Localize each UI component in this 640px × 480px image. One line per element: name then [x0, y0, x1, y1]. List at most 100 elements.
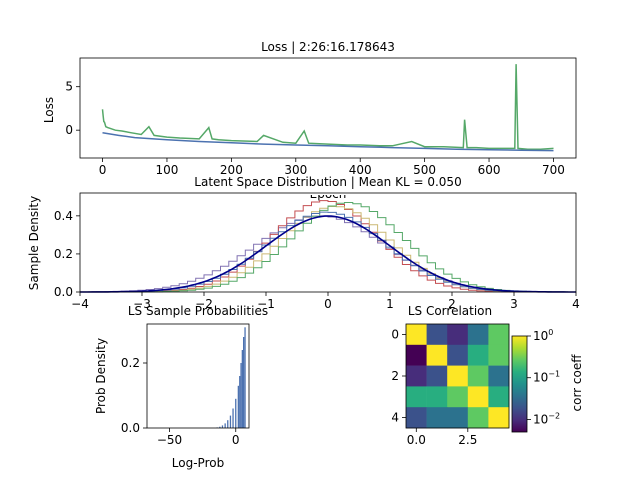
loss-xtick-label-1: 100: [156, 163, 179, 177]
probs-bar-7: [235, 398, 237, 429]
probs-bar-11: [241, 350, 243, 428]
corr-cell-0-3: [467, 324, 489, 346]
corr-cell-3-4: [488, 386, 510, 408]
corr-cell-4-4: [488, 407, 510, 429]
loss-series-line-0: [101, 64, 554, 151]
colorbar-tick-label-2: 10−2: [533, 411, 560, 426]
latent-ticks: −4 −3 −2 −1 0 1 2 3 4 0.0 0.2 0.4: [54, 209, 580, 311]
latent-ytick-label-1: 0.2: [54, 247, 73, 261]
latent-xtick-label-2: −2: [195, 297, 213, 311]
latent-xtick-label-0: −4: [71, 297, 89, 311]
loss-ylabel: Loss: [42, 97, 56, 123]
latent-xtick-label-3: −1: [257, 297, 275, 311]
corr-cell-2-1: [426, 365, 448, 387]
loss-ticks: 0 100 200 300 400 500 600 700 0 5: [65, 80, 565, 177]
latent-xtick-label-6: 2: [448, 297, 456, 311]
title-backdrop: [180, 182, 480, 195]
corr-cell-4-2: [447, 407, 469, 429]
loss-panel: Loss | 2:26:16.178643 Loss 0 100 200 300 400…: [42, 40, 577, 177]
corr-cell-2-4: [488, 365, 510, 387]
latent-xtick-label-1: −3: [133, 297, 151, 311]
corr-cell-2-3: [467, 365, 489, 387]
corr-cell-1-4: [488, 344, 510, 366]
loss-xtick-label-0: 0: [99, 163, 107, 177]
probs-ytick-label-1: 0.2: [121, 356, 140, 370]
loss-xtick-label-7: 700: [542, 163, 565, 177]
colorbar-gradient: [511, 335, 528, 433]
loss-title: Loss | 2:26:16.178643: [261, 40, 395, 54]
loss-ytick-label-1: 5: [65, 80, 73, 94]
loss-ytick-label-0: 0: [65, 123, 73, 137]
loss-series-group: [101, 64, 554, 152]
corr-xtick-label-0: 0.0: [407, 433, 426, 447]
probs-ytick-label-0: 0.0: [121, 421, 140, 435]
corr-cells-group: [406, 324, 510, 429]
probs-panel: LS Sample Probabilities Prob Density Log…: [94, 304, 268, 470]
corr-cell-0-2: [447, 324, 469, 346]
probs-ylabel: Prob Density: [94, 338, 108, 414]
colorbar-tick-label-0: 100: [533, 328, 553, 343]
loss-xtick-label-6: 600: [478, 163, 501, 177]
latent-xtick-label-7: 3: [510, 297, 518, 311]
corr-cell-1-0: [406, 344, 427, 366]
probs-xtick-label-1: 0: [232, 433, 240, 447]
latent-hist-3: [80, 202, 576, 293]
probs-bar-6: [232, 408, 234, 428]
latent-series-group: [79, 200, 576, 293]
loss-axes-frame: [79, 57, 577, 159]
corr-title: LS Correlation: [408, 304, 492, 318]
corr-cell-0-4: [488, 324, 510, 346]
colorbar-label: corr coeff: [570, 354, 584, 412]
corr-cell-4-1: [426, 407, 448, 429]
latent-reference-curve: [80, 215, 576, 293]
latent-hist-0: [79, 215, 576, 293]
latent-title: Latent Space Distribution | Mean KL = 0.…: [194, 175, 461, 189]
probs-xtick-label-0: −50: [157, 433, 182, 447]
corr-cell-4-0: [406, 407, 427, 429]
probs-bar-5: [229, 415, 232, 428]
corr-xtick-label-1: 2.5: [458, 433, 477, 447]
corr-cell-4-3: [467, 407, 489, 429]
corr-ytick-label-2: 4: [391, 411, 399, 425]
corr-cell-2-2: [447, 365, 469, 387]
probs-bar-13: [244, 327, 246, 429]
corr-cell-3-1: [426, 386, 448, 408]
corr-panel: LS Correlation 0.0 2.5 0 2 4 100 10−1 10−2 cor…: [391, 304, 584, 447]
latent-hist-4: [80, 211, 576, 293]
probs-bar-1: [219, 426, 221, 428]
probs-ticks: −50 0 0.0 0.2: [121, 356, 240, 447]
colorbar-tick-label-1: 10−1: [533, 370, 560, 385]
corr-ytick-label-1: 2: [391, 369, 399, 383]
loss-series-line-1: [102, 132, 554, 152]
latent-xtick-label-5: 1: [386, 297, 394, 311]
latent-hist-1: [80, 200, 576, 293]
colorbar: 100 10−1 10−2: [511, 328, 560, 433]
latent-hist-2: [80, 206, 576, 293]
corr-ytick-label-0: 0: [391, 327, 399, 341]
probs-bars-group: [216, 327, 246, 429]
corr-cell-0-0: [406, 324, 427, 346]
loss-xtick-label-4: 400: [349, 163, 372, 177]
probs-bar-4: [227, 420, 229, 428]
probs-bar-2: [221, 425, 224, 428]
latent-panel: Epoch Latent Space Distribution | Mean K…: [27, 175, 580, 311]
probs-bar-3: [224, 423, 226, 428]
latent-xtick-label-4: 0: [324, 297, 332, 311]
latent-axes-frame: [79, 192, 577, 293]
corr-cell-3-0: [406, 386, 427, 408]
corr-cell-0-1: [426, 324, 448, 346]
loss-xtick-label-5: 500: [413, 163, 436, 177]
probs-xlabel: Log-Prob: [172, 456, 224, 470]
probs-bar-12: [243, 337, 245, 428]
loss-xtick-label-2: 200: [220, 163, 243, 177]
latent-xtick-label-8: 4: [572, 297, 580, 311]
corr-axes-frame: [405, 323, 510, 429]
probs-axes-frame: [146, 323, 250, 429]
latent-ytick-label-2: 0.4: [54, 209, 73, 223]
latent-ytick-label-0: 0.0: [54, 285, 73, 299]
probs-bar-10: [240, 363, 242, 428]
probs-bar-9: [239, 376, 241, 428]
corr-cell-2-0: [406, 365, 427, 387]
corr-ticks: 0.0 2.5 0 2 4: [391, 327, 477, 447]
